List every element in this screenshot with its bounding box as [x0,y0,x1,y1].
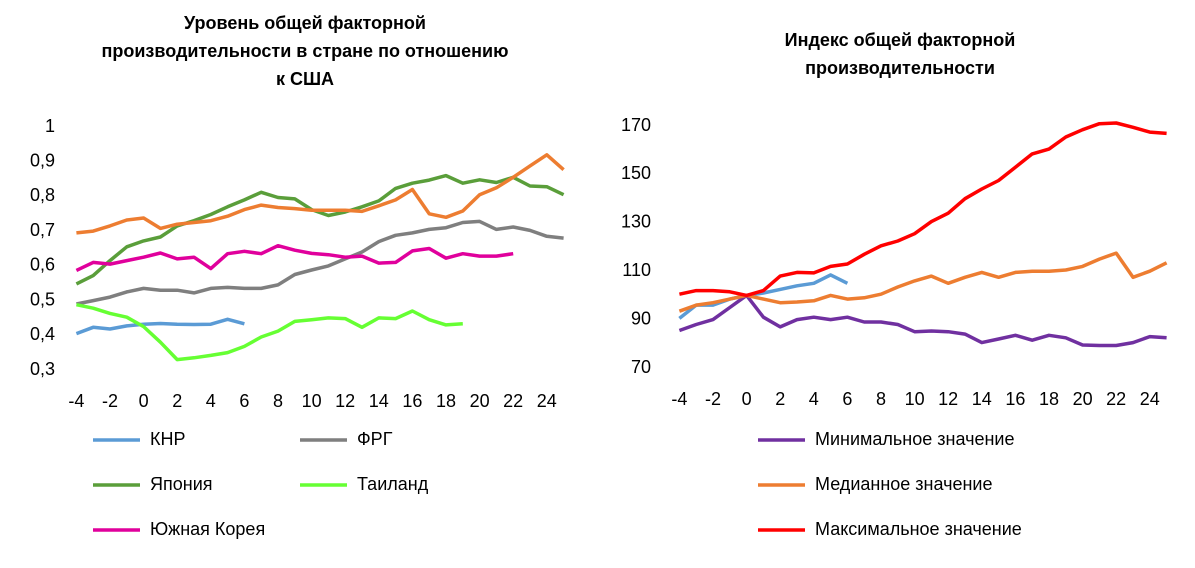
chart-title: Уровень общей факторной производительнос… [101,13,509,89]
y-tick-label: 0,8 [30,185,55,205]
legend-label: Максимальное значение [815,519,1022,539]
x-tick-label: 24 [1140,389,1160,409]
y-tick-label: 0,6 [30,255,55,275]
legend-label: Япония [150,474,213,494]
y-tick-label: 130 [621,212,651,232]
x-tick-label: 20 [1073,389,1093,409]
x-tick-label: 8 [876,389,886,409]
x-tick-label: -4 [671,389,687,409]
x-tick-label: 6 [842,389,852,409]
x-tick-label: 16 [1005,389,1025,409]
legend-label: Южная Корея [150,519,265,539]
x-tick-label: 2 [172,391,182,411]
x-tick-label: 0 [139,391,149,411]
x-tick-label: 0 [742,389,752,409]
y-tick-label: 150 [621,163,651,183]
legend-label: Таиланд [357,474,429,494]
y-tick-label: 0,3 [30,359,55,379]
x-tick-label: 2 [775,389,785,409]
x-tick-label: 10 [302,391,322,411]
y-tick-label: 170 [621,115,651,135]
legend-label: КНР [150,429,186,449]
x-tick-label: 20 [470,391,490,411]
x-tick-label: 12 [335,391,355,411]
line [76,153,565,235]
chart-title: Индекс общей факторной производительност… [784,30,1016,78]
line [678,251,1168,313]
x-tick-label: 18 [436,391,456,411]
x-tick-label: -2 [705,389,721,409]
x-tick-label: 4 [809,389,819,409]
y-tick-label: 110 [622,260,651,280]
x-tick-label: -4 [68,391,84,411]
x-tick-label: 18 [1039,389,1059,409]
y-tick-label: 90 [631,308,651,328]
x-tick-label: 8 [273,391,283,411]
line [76,219,564,306]
line [75,243,514,272]
y-tick-label: 0,9 [30,150,55,170]
y-tick-label: 0,5 [30,289,55,309]
legend-label: Минимальное значение [815,429,1014,449]
x-tick-label: 22 [1106,389,1126,409]
x-tick-label: 12 [938,389,958,409]
x-tick-label: 4 [206,391,216,411]
x-tick-label: 6 [239,391,249,411]
line [76,302,463,362]
y-tick-label: 0,7 [30,220,55,240]
line [75,317,245,336]
line [679,121,1167,298]
line [678,293,1167,348]
x-tick-label: 22 [503,391,523,411]
y-tick-label: 0,4 [30,324,55,344]
x-tick-label: 16 [402,391,422,411]
y-tick-label: 1 [45,116,55,136]
x-tick-label: 14 [369,391,389,411]
x-tick-label: 14 [972,389,992,409]
legend-label: ФРГ [357,429,393,449]
legend-label: Медианное значение [815,474,993,494]
y-tick-label: 70 [631,357,651,377]
x-tick-label: 10 [905,389,925,409]
line [75,173,565,286]
x-tick-label: 24 [537,391,557,411]
x-tick-label: -2 [102,391,118,411]
